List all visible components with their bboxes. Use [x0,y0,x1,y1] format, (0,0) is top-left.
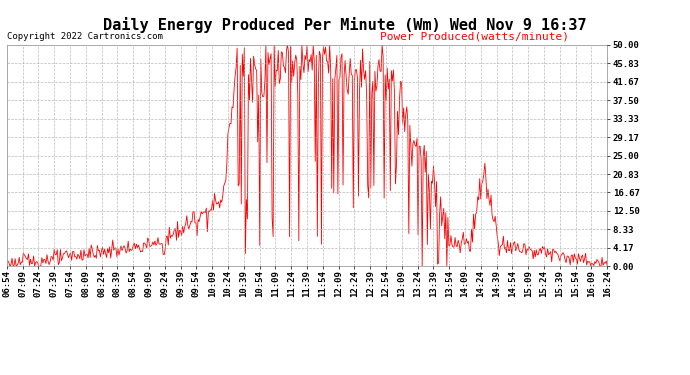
Text: Copyright 2022 Cartronics.com: Copyright 2022 Cartronics.com [7,32,163,41]
Text: Power Produced(watts/minute): Power Produced(watts/minute) [380,32,569,41]
Text: Daily Energy Produced Per Minute (Wm) Wed Nov 9 16:37: Daily Energy Produced Per Minute (Wm) We… [104,17,586,33]
